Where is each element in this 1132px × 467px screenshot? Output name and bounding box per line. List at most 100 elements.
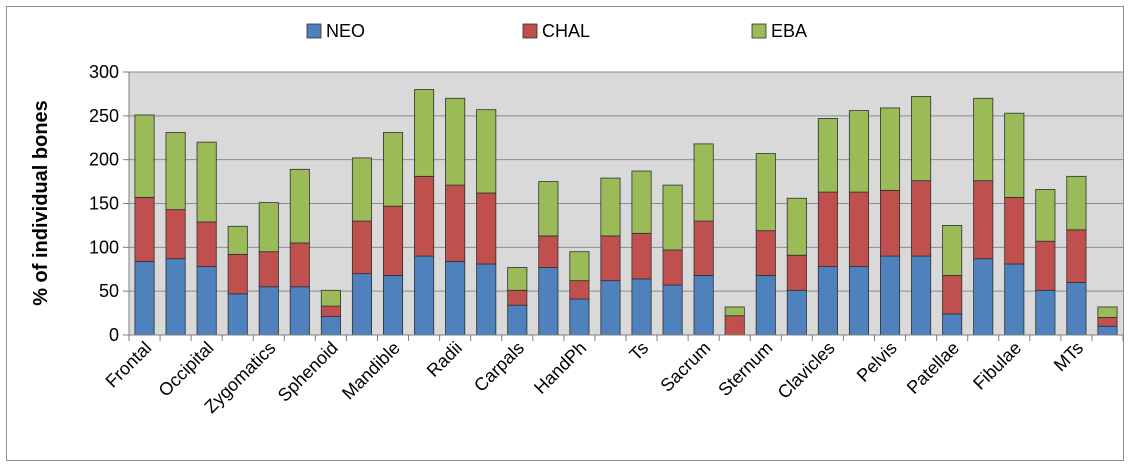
bar-segment-eba [942, 225, 963, 276]
x-tick-label: Radii [423, 338, 466, 381]
x-tick-label: Patellae [903, 338, 963, 398]
bar-segment-eba [196, 141, 217, 223]
bar-segment-chal [320, 305, 341, 317]
bar-segment-chal [196, 221, 217, 268]
legend: NEO CHAL EBA [306, 21, 807, 41]
bar-segment-eba [320, 289, 341, 307]
x-tick-labels: Frontal OccipitalZygomaticsSphenoidMandib… [102, 335, 1124, 417]
bar-segment-neo [258, 286, 279, 336]
bar-segment-eba [724, 306, 745, 317]
x-tick-label: Mandible [338, 338, 404, 404]
x-tick-label: HandPh [530, 338, 590, 398]
bar-segment-eba [165, 132, 186, 211]
bar-segment-chal [414, 175, 435, 257]
bar-segment-eba [538, 181, 559, 237]
bar-segment-neo [880, 255, 901, 336]
x-tick-label: Frontal [102, 338, 156, 392]
bar-segment-neo [911, 255, 932, 336]
y-tick-label: 150 [89, 194, 119, 214]
bar-segment-eba [476, 109, 497, 194]
y-axis-title: % of individual bones [30, 100, 52, 306]
bar-segment-neo [1004, 263, 1025, 336]
bar-segment-neo [1066, 281, 1087, 336]
x-tick-label: Carpals [470, 338, 528, 396]
bar-segment-chal [1066, 229, 1087, 283]
bar-segment-eba [507, 267, 528, 291]
bar-segment-chal [1035, 240, 1056, 291]
legend-label-neo: NEO [326, 21, 365, 41]
bar-segment-eba [227, 225, 248, 255]
y-tick-label: 100 [89, 237, 119, 257]
y-tick-labels: 0 50 100 150 200 250 300 [89, 62, 129, 345]
bar-segment-eba [880, 107, 901, 191]
bar-segment-chal [1097, 317, 1118, 327]
bar-segment-chal [351, 220, 372, 275]
bar-segment-neo [227, 293, 248, 336]
bar-segment-chal [134, 196, 155, 262]
bars [134, 89, 1118, 336]
bar-segment-neo [383, 274, 404, 336]
bar-segment-eba [693, 143, 714, 222]
bar-segment-eba [1004, 112, 1025, 198]
bar-segment-eba [848, 110, 869, 193]
bar-segment-eba [383, 132, 404, 207]
bar-segment-chal [383, 205, 404, 276]
bar-segment-neo [196, 266, 217, 336]
bar-segment-neo [817, 266, 838, 336]
bar-segment-eba [445, 97, 466, 186]
bar-segment-eba [600, 177, 621, 237]
bar-segment-neo [942, 313, 963, 336]
bar-segment-neo [600, 280, 621, 336]
bar-segment-neo [973, 258, 994, 336]
bar-segment-chal [693, 220, 714, 276]
bar-segment-eba [911, 96, 932, 182]
y-tick-label: 250 [89, 106, 119, 126]
bar-segment-chal [724, 315, 745, 336]
bar-segment-neo [1035, 289, 1056, 336]
bar-segment-eba [351, 157, 372, 222]
bar-segment-neo [1097, 325, 1118, 336]
bar-segment-neo [165, 258, 186, 336]
legend-label-chal: CHAL [542, 21, 590, 41]
legend-label-eba: EBA [771, 21, 807, 41]
x-tick-label: Sternum [714, 338, 776, 400]
bar-segment-chal [507, 289, 528, 306]
x-tick-label: MTs [1050, 338, 1087, 375]
bar-segment-neo [786, 289, 807, 336]
bar-segment-chal [538, 235, 559, 268]
bar-segment-chal [631, 232, 652, 280]
bar-segment-eba [1097, 306, 1118, 318]
bar-segment-neo [631, 278, 652, 336]
bar-segment-chal [1004, 196, 1025, 265]
bar-segment-chal [289, 242, 310, 288]
bar-segment-neo [134, 260, 155, 336]
bar-segment-neo [569, 298, 590, 336]
bar-segment-eba [1035, 189, 1056, 242]
x-tick-label: Sphenoid [274, 338, 342, 406]
x-tick-label: Pelvis [853, 338, 901, 386]
bar-segment-eba [289, 168, 310, 244]
bar-segment-chal [165, 209, 186, 260]
bar-segment-chal [258, 251, 279, 288]
legend-swatch-neo [306, 23, 322, 39]
bar-segment-neo [662, 284, 683, 336]
bar-segment-chal [662, 249, 683, 286]
bar-segment-eba [134, 114, 155, 198]
bar-segment-chal [227, 253, 248, 295]
bar-segment-neo [351, 273, 372, 336]
bar-segment-neo [538, 267, 559, 336]
bar-segment-neo [755, 274, 776, 336]
bar-segment-chal [755, 230, 776, 276]
bar-segment-neo [289, 286, 310, 336]
bar-segment-neo [507, 304, 528, 336]
bar-segment-chal [848, 191, 869, 268]
bar-segment-neo [693, 274, 714, 336]
y-tick-label: 0 [109, 325, 119, 345]
bar-segment-eba [1066, 175, 1087, 231]
bar-segment-eba [414, 89, 435, 177]
bar-segment-eba [631, 170, 652, 234]
bar-segment-neo [476, 263, 497, 336]
bar-segment-chal [600, 235, 621, 282]
y-tick-label: 200 [89, 150, 119, 170]
